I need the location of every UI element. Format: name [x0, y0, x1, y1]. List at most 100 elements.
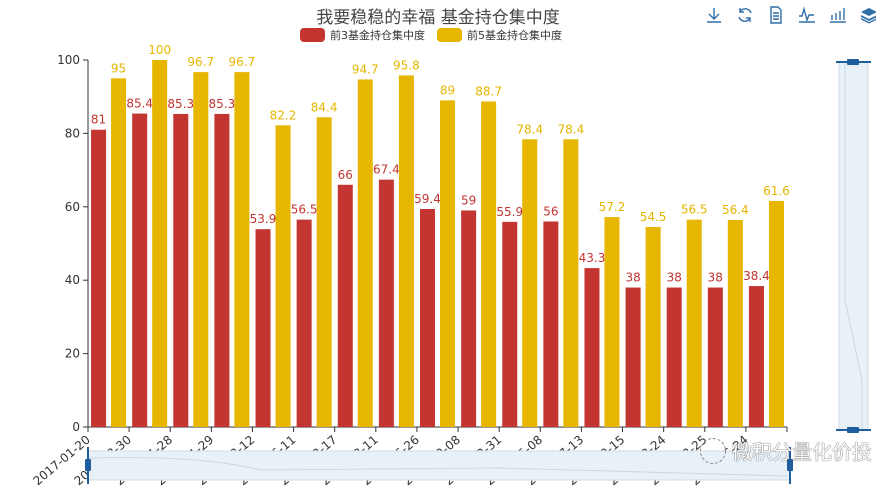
data-label: 38 [625, 271, 640, 285]
bar-top3[interactable] [337, 184, 353, 427]
x-datazoom-handle-grip[interactable] [787, 459, 793, 471]
legend: 前3基金持仓集中度 前5基金持仓集中度 [300, 27, 562, 43]
bar-top3[interactable] [296, 219, 312, 427]
data-label: 53.9 [250, 212, 277, 226]
bar-top3[interactable] [461, 210, 477, 427]
y-tick-label: 0 [72, 420, 80, 434]
bar-top5[interactable] [563, 139, 579, 427]
data-label: 57.2 [599, 200, 626, 214]
bar-top5[interactable] [686, 219, 702, 427]
data-label: 38 [708, 271, 723, 285]
data-label: 59.4 [414, 192, 441, 206]
data-label: 95 [111, 61, 126, 75]
data-label: 56.4 [722, 203, 749, 217]
data-label: 38 [667, 271, 682, 285]
refresh-icon[interactable] [736, 6, 754, 24]
y-tick-label: 60 [65, 200, 80, 214]
x-datazoom-preview [87, 457, 788, 477]
x-datazoom-slider[interactable] [87, 450, 791, 481]
bar-top5[interactable] [604, 217, 620, 427]
legend-item-top5[interactable]: 前5基金持仓集中度 [437, 27, 562, 43]
bar-top5[interactable] [440, 100, 455, 428]
download-icon[interactable] [705, 6, 723, 24]
watermark: 微积分量化价投 [700, 436, 872, 465]
bar-top5[interactable] [193, 72, 209, 428]
data-label: 61.6 [763, 184, 790, 198]
y-tick-label: 80 [65, 126, 80, 140]
data-label: 94.7 [352, 62, 379, 76]
data-label: 100 [148, 43, 171, 57]
bar-top5[interactable] [645, 226, 661, 427]
bar-top5[interactable] [275, 125, 291, 428]
data-label: 43.3 [579, 251, 606, 265]
bar-top3[interactable] [584, 268, 600, 427]
data-label: 55.9 [496, 205, 523, 219]
toolbox [705, 6, 876, 24]
data-label: 56.5 [681, 203, 708, 217]
bar-top3[interactable] [502, 221, 518, 427]
bar-top3[interactable] [91, 129, 107, 428]
data-label: 56.5 [291, 203, 318, 217]
y-datazoom-slider[interactable] [838, 61, 869, 431]
legend-item-top3[interactable]: 前3基金持仓集中度 [300, 27, 425, 43]
bar-top5[interactable] [768, 200, 784, 427]
data-label: 82.2 [270, 108, 297, 122]
stack-icon[interactable] [860, 6, 876, 24]
chart-title: 我要稳稳的幸福 基金持仓集中度 [316, 8, 560, 28]
line-chart-icon[interactable] [798, 6, 816, 24]
x-datazoom-handle-grip[interactable] [85, 459, 91, 471]
data-label: 84.4 [311, 100, 338, 114]
data-label: 67.4 [373, 163, 400, 177]
bar-top5[interactable] [727, 220, 743, 427]
bar-top3[interactable] [748, 286, 764, 427]
bar-top5[interactable] [522, 139, 538, 427]
data-label: 54.5 [640, 210, 667, 224]
bar-top5[interactable] [398, 75, 414, 427]
bar-top3[interactable] [543, 221, 559, 427]
bar-top3[interactable] [214, 113, 230, 427]
data-label: 89 [440, 83, 455, 97]
data-label: 88.7 [475, 84, 502, 98]
data-label: 59 [461, 193, 476, 207]
legend-swatch [300, 28, 325, 42]
data-label: 85.4 [126, 97, 153, 111]
bar-top3[interactable] [255, 229, 271, 427]
data-label: 78.4 [516, 122, 543, 136]
y-tick-label: 20 [65, 347, 80, 361]
bar-top3[interactable] [378, 179, 394, 427]
bar-top3[interactable] [707, 287, 723, 427]
bar-top5[interactable] [111, 78, 127, 427]
bar-top5[interactable] [481, 101, 497, 427]
data-label: 56 [543, 204, 558, 218]
bar-chart-icon[interactable] [829, 6, 847, 24]
bar-top5[interactable] [152, 60, 168, 427]
data-view-icon[interactable] [767, 6, 785, 24]
bar-top3[interactable] [666, 287, 682, 427]
bar-top3[interactable] [132, 113, 148, 427]
y-tick-label: 40 [65, 273, 80, 287]
watermark-text: 微积分量化价投 [732, 440, 872, 464]
data-label: 95.8 [393, 58, 420, 72]
data-label: 38.4 [743, 269, 770, 283]
data-label: 66 [338, 168, 353, 182]
bar-top5[interactable] [234, 72, 250, 428]
data-label: 78.4 [557, 122, 584, 136]
bar-top3[interactable] [625, 287, 641, 427]
legend-label: 前3基金持仓集中度 [330, 29, 425, 42]
bar-top5[interactable] [316, 117, 332, 427]
bar-top3[interactable] [420, 209, 435, 427]
data-label: 81 [91, 113, 106, 127]
data-label: 85.3 [167, 97, 194, 111]
watermark-logo-icon [700, 437, 726, 464]
legend-swatch [437, 28, 462, 42]
data-label: 85.3 [209, 97, 236, 111]
y-tick-label: 100 [57, 53, 80, 67]
y-datazoom-handle-grip[interactable] [847, 427, 859, 433]
bar-top5[interactable] [357, 79, 373, 428]
bar-top3[interactable] [173, 113, 189, 427]
data-label: 96.7 [229, 55, 256, 69]
y-datazoom-handle-grip[interactable] [847, 59, 859, 65]
y-datazoom-preview [844, 62, 863, 430]
